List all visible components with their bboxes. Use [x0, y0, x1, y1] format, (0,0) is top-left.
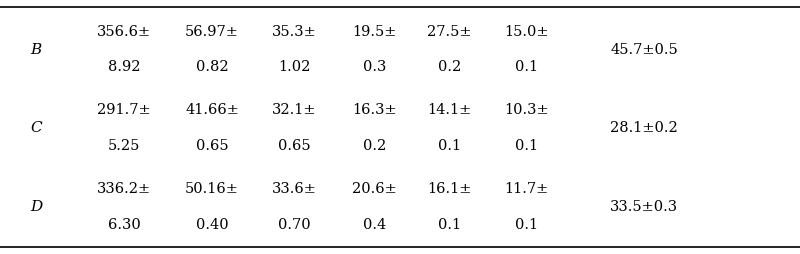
Text: B: B — [30, 42, 42, 57]
Text: 19.5±: 19.5± — [352, 25, 397, 39]
Text: 16.1±: 16.1± — [427, 182, 472, 196]
Text: 0.2: 0.2 — [362, 139, 386, 153]
Text: 27.5±: 27.5± — [427, 25, 472, 39]
Text: 15.0±: 15.0± — [504, 25, 549, 39]
Text: 33.5±0.3: 33.5±0.3 — [610, 200, 678, 214]
Text: 1.02: 1.02 — [278, 60, 310, 74]
Text: 20.6±: 20.6± — [352, 182, 397, 196]
Text: 0.65: 0.65 — [196, 139, 228, 153]
Text: 0.40: 0.40 — [196, 218, 228, 232]
Text: 33.6±: 33.6± — [272, 182, 317, 196]
Text: 16.3±: 16.3± — [352, 103, 397, 118]
Text: 0.1: 0.1 — [515, 60, 538, 74]
Text: 291.7±: 291.7± — [97, 103, 151, 118]
Text: D: D — [30, 200, 42, 214]
Text: 0.2: 0.2 — [438, 60, 462, 74]
Text: 14.1±: 14.1± — [427, 103, 472, 118]
Text: 0.70: 0.70 — [278, 218, 310, 232]
Text: 56.97±: 56.97± — [185, 25, 239, 39]
Text: 0.1: 0.1 — [515, 218, 538, 232]
Text: 8.92: 8.92 — [108, 60, 140, 74]
Text: 5.25: 5.25 — [108, 139, 140, 153]
Text: 11.7±: 11.7± — [504, 182, 549, 196]
Text: 41.66±: 41.66± — [185, 103, 239, 118]
Text: 0.4: 0.4 — [362, 218, 386, 232]
Text: 10.3±: 10.3± — [504, 103, 549, 118]
Text: C: C — [30, 121, 42, 135]
Text: 32.1±: 32.1± — [272, 103, 317, 118]
Text: 45.7±0.5: 45.7±0.5 — [610, 42, 678, 57]
Text: 0.1: 0.1 — [515, 139, 538, 153]
Text: 0.1: 0.1 — [438, 139, 461, 153]
Text: 28.1±0.2: 28.1±0.2 — [610, 121, 678, 135]
Text: 356.6±: 356.6± — [97, 25, 151, 39]
Text: 0.3: 0.3 — [362, 60, 386, 74]
Text: 0.82: 0.82 — [196, 60, 228, 74]
Text: 336.2±: 336.2± — [97, 182, 151, 196]
Text: 50.16±: 50.16± — [185, 182, 239, 196]
Text: 6.30: 6.30 — [108, 218, 140, 232]
Text: 0.65: 0.65 — [278, 139, 310, 153]
Text: 0.1: 0.1 — [438, 218, 461, 232]
Text: 35.3±: 35.3± — [272, 25, 317, 39]
